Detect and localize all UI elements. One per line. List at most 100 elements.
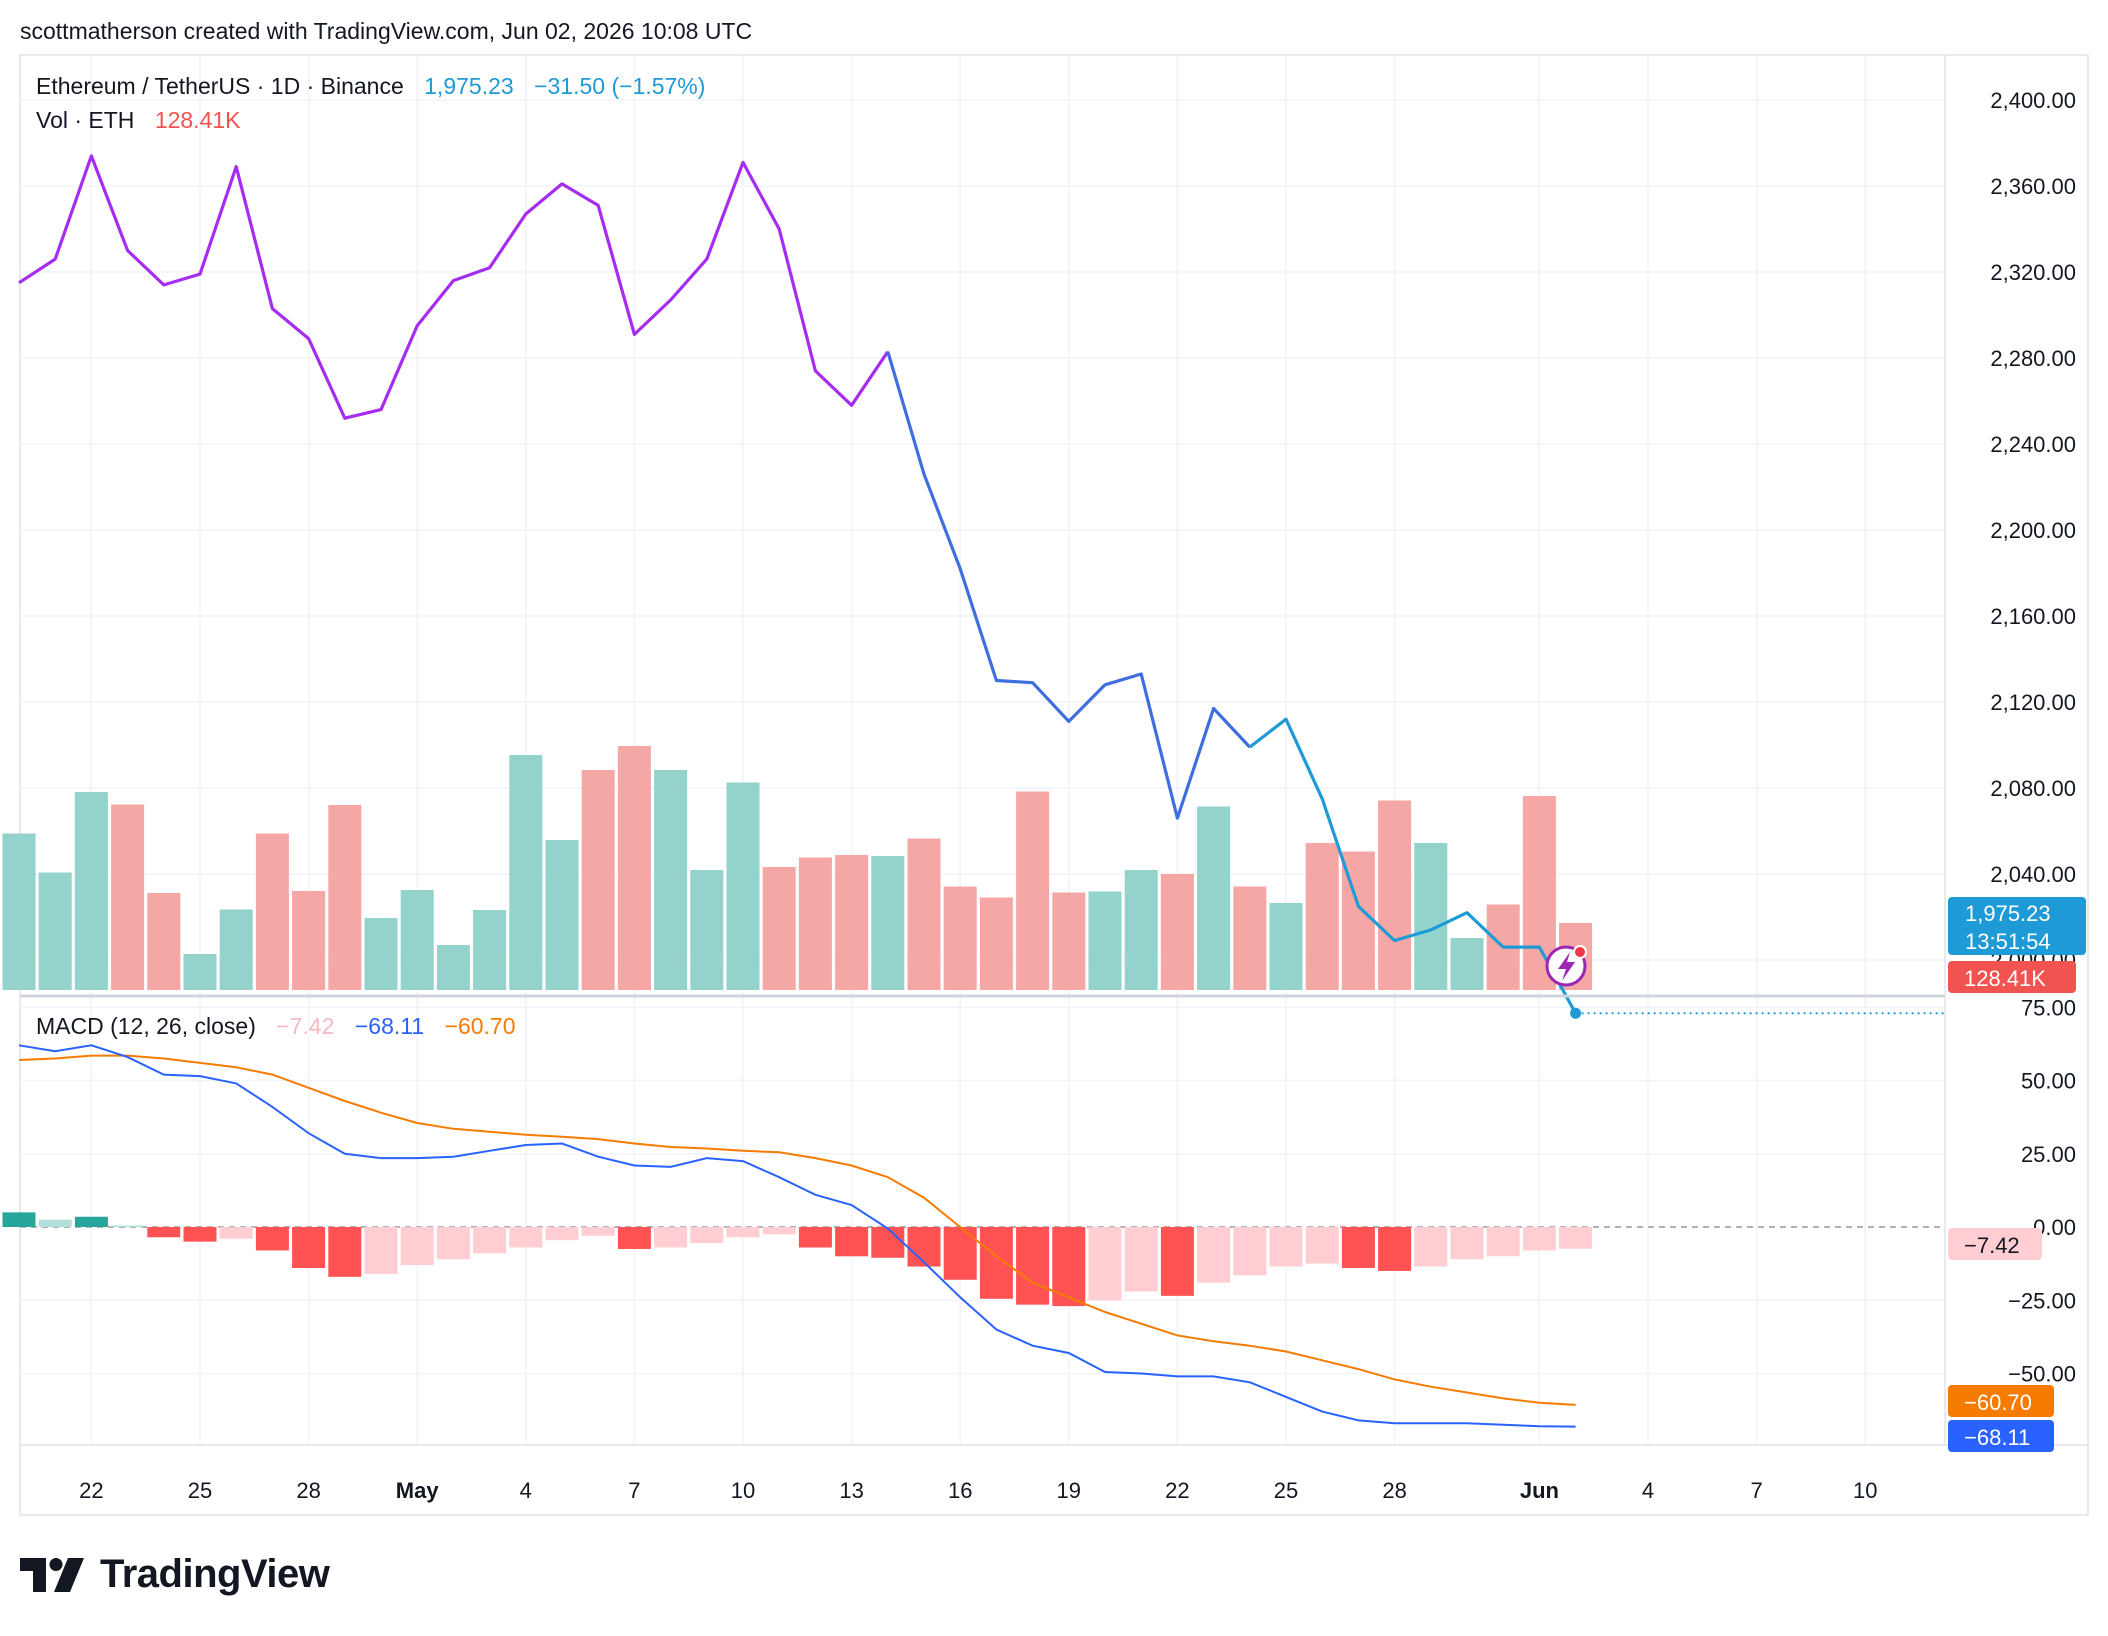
volume-bar bbox=[364, 918, 398, 990]
x-tick-label: 4 bbox=[520, 1478, 532, 1503]
legend-volume-value: 128.41K bbox=[155, 107, 241, 133]
chart-frame bbox=[19, 54, 2089, 1516]
price-line bbox=[18, 154, 1945, 1019]
volume-bar bbox=[436, 945, 470, 990]
macd-histogram-bar bbox=[183, 1227, 217, 1242]
volume-badge-value: 128.41K bbox=[1964, 966, 2046, 991]
macd-histogram-bar bbox=[364, 1227, 398, 1274]
macd-tick-label: 75.00 bbox=[2021, 995, 2076, 1020]
x-tick-label: 22 bbox=[1165, 1478, 1189, 1503]
x-tick-label: 25 bbox=[1274, 1478, 1298, 1503]
volume-badge: 128.41K bbox=[1948, 961, 2076, 993]
price-badge: 1,975.23 13:51:54 bbox=[1948, 897, 2086, 955]
macd-hist-badge-value: −7.42 bbox=[1964, 1233, 2020, 1258]
macd-histogram-bar bbox=[1522, 1227, 1556, 1251]
volume-bar bbox=[38, 872, 72, 990]
price-badge-bg bbox=[1948, 897, 2086, 955]
volume-bar bbox=[617, 746, 651, 990]
macd-histogram-bar bbox=[38, 1219, 72, 1227]
creator-line: scottmatherson created with TradingView.… bbox=[20, 18, 752, 44]
macd-histogram-bar bbox=[545, 1227, 579, 1241]
legend-macd-label[interactable]: MACD (12, 26, close) bbox=[36, 1013, 256, 1039]
legend-volume-label[interactable]: Vol · ETH bbox=[36, 107, 134, 133]
macd-histogram-bar bbox=[1197, 1227, 1231, 1283]
last-price-dot bbox=[1570, 1007, 1582, 1019]
macd-hist-badge-bg bbox=[1948, 1228, 2042, 1260]
volume-bar bbox=[1016, 791, 1050, 990]
volume-bar bbox=[762, 867, 796, 990]
macd-histogram-bar bbox=[690, 1227, 724, 1244]
volume-bar bbox=[726, 782, 760, 990]
macd-histogram-bar bbox=[798, 1227, 832, 1248]
macd-histogram-bar bbox=[1124, 1227, 1158, 1292]
macd-histogram-bar bbox=[74, 1216, 108, 1227]
volume-bar bbox=[509, 755, 543, 990]
macd-histogram-bar bbox=[1414, 1227, 1448, 1267]
legend-macd-hist: −7.42 bbox=[276, 1013, 334, 1039]
macd-histogram-bar bbox=[1559, 1227, 1593, 1249]
x-tick-label: 25 bbox=[188, 1478, 212, 1503]
macd-histogram-bar bbox=[617, 1227, 651, 1249]
volume-bar bbox=[1052, 892, 1086, 990]
tradingview-logo[interactable]: TradingView bbox=[20, 1552, 330, 1597]
volume-bar bbox=[835, 855, 869, 990]
price-tick-label: 2,320.00 bbox=[1990, 260, 2076, 285]
legend-change: −31.50 (−1.57%) bbox=[534, 73, 705, 99]
macd-tick-label: −25.00 bbox=[2008, 1288, 2076, 1313]
x-tick-label: May bbox=[396, 1478, 440, 1503]
volume-bar bbox=[1414, 843, 1448, 990]
volume-bar bbox=[871, 856, 905, 990]
signal-badge-value: −60.70 bbox=[1964, 1390, 2032, 1415]
macd-histogram-bar bbox=[1052, 1227, 1086, 1307]
volume-bar bbox=[473, 910, 507, 990]
volume-bar bbox=[690, 870, 724, 990]
volume-bar bbox=[328, 805, 362, 990]
price-tick-label: 2,360.00 bbox=[1990, 174, 2076, 199]
x-tick-label: 16 bbox=[948, 1478, 972, 1503]
macd-histogram-bar bbox=[943, 1227, 977, 1280]
volume-bar bbox=[979, 897, 1013, 990]
macd-histogram-bar bbox=[436, 1227, 470, 1260]
volume-bar bbox=[581, 770, 615, 990]
tradingview-logo-text: TradingView bbox=[100, 1552, 330, 1596]
macd-tick-label: −50.00 bbox=[2008, 1362, 2076, 1387]
price-tick-label: 2,120.00 bbox=[1990, 690, 2076, 715]
x-tick-label: 4 bbox=[1642, 1478, 1654, 1503]
price-tick-label: 2,160.00 bbox=[1990, 604, 2076, 629]
price-badge-countdown: 13:51:54 bbox=[1965, 929, 2051, 954]
volume-bar bbox=[1088, 891, 1122, 990]
price-line-segment bbox=[1248, 717, 1578, 1015]
macd-histogram-bar bbox=[1486, 1227, 1520, 1257]
volume-bar bbox=[255, 833, 289, 990]
legend-symbol-row[interactable]: Ethereum / TetherUS · 1D · Binance 1,975… bbox=[36, 73, 705, 99]
macd-histogram-bar bbox=[581, 1227, 615, 1236]
volume-bar bbox=[1450, 938, 1484, 990]
x-tick-label: 19 bbox=[1057, 1478, 1081, 1503]
volume-bar bbox=[1269, 903, 1303, 990]
macd-badge-bg bbox=[1948, 1420, 2054, 1452]
macd-histogram-bar bbox=[1233, 1227, 1267, 1276]
legend-symbol[interactable]: Ethereum / TetherUS · 1D · Binance bbox=[36, 73, 404, 99]
x-tick-label: 10 bbox=[731, 1478, 755, 1503]
volume-bar bbox=[219, 909, 253, 990]
legend-macd-row[interactable]: MACD (12, 26, close) −7.42 −68.11 −60.70 bbox=[36, 1013, 516, 1039]
volume-badge-bg bbox=[1948, 961, 2076, 993]
price-tick-label: 2,080.00 bbox=[1990, 776, 2076, 801]
macd-histogram-bar bbox=[147, 1227, 181, 1238]
x-tick-label: 28 bbox=[296, 1478, 320, 1503]
volume-bar bbox=[943, 886, 977, 990]
macd-histogram-bar bbox=[255, 1227, 289, 1251]
price-tick-label: 2,280.00 bbox=[1990, 346, 2076, 371]
legend-volume-row[interactable]: Vol · ETH 128.41K bbox=[36, 107, 241, 133]
x-tick-label: 22 bbox=[79, 1478, 103, 1503]
volume-bar bbox=[183, 954, 217, 990]
lightning-icon[interactable] bbox=[1545, 945, 1587, 987]
macd-histogram-bar bbox=[1160, 1227, 1194, 1296]
price-tick-label: 2,400.00 bbox=[1990, 88, 2076, 113]
volume-bar bbox=[1233, 886, 1267, 990]
volume-bar bbox=[147, 893, 181, 990]
volume-bar bbox=[545, 840, 579, 990]
legend-signal-value: −60.70 bbox=[445, 1013, 516, 1039]
volume-bar bbox=[2, 833, 36, 990]
